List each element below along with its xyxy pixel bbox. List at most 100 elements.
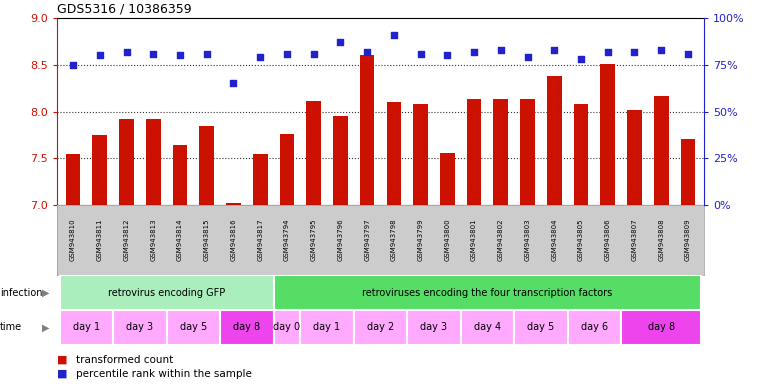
Bar (680, 139, 696, 205)
Text: ▶: ▶ (42, 288, 49, 298)
Bar (226, 203, 240, 205)
Text: GSM943814: GSM943814 (177, 219, 183, 261)
Bar (93, 135, 107, 205)
Point (441, 52, 454, 58)
Bar (119, 119, 134, 205)
Text: GSM943805: GSM943805 (578, 219, 584, 261)
Text: percentile rank within the sample: percentile rank within the sample (76, 369, 252, 379)
Text: day 8: day 8 (648, 323, 675, 333)
Point (655, 47, 667, 53)
Text: retroviruses encoding the four transcription factors: retroviruses encoding the four transcrip… (362, 288, 613, 298)
Bar (60, 310, 113, 345)
Bar (60, 275, 274, 310)
Point (281, 50, 293, 56)
Bar (413, 104, 428, 205)
Text: GDS5316 / 10386359: GDS5316 / 10386359 (57, 2, 192, 15)
Text: time: time (0, 323, 22, 333)
Text: GSM943795: GSM943795 (310, 219, 317, 261)
Bar (220, 310, 274, 345)
Text: day 1: day 1 (73, 323, 100, 333)
Point (120, 49, 132, 55)
Point (521, 54, 533, 60)
Text: day 2: day 2 (367, 323, 394, 333)
Bar (307, 101, 321, 205)
Text: GSM943808: GSM943808 (658, 218, 664, 262)
Text: day 0: day 0 (273, 323, 301, 333)
Text: GSM943807: GSM943807 (632, 218, 638, 262)
Point (388, 32, 400, 38)
Point (94, 52, 106, 58)
Bar (274, 310, 301, 345)
Bar (279, 134, 295, 205)
Text: GSM943802: GSM943802 (498, 219, 504, 261)
Bar (113, 310, 167, 345)
Bar (460, 310, 514, 345)
Text: day 5: day 5 (527, 323, 555, 333)
Text: ■: ■ (57, 355, 68, 365)
Text: day 3: day 3 (126, 323, 154, 333)
Bar (493, 99, 508, 205)
Bar (146, 119, 161, 205)
Bar (514, 310, 568, 345)
Text: GSM943803: GSM943803 (524, 218, 530, 262)
Bar (654, 96, 668, 205)
Point (67, 62, 79, 68)
Bar (301, 310, 354, 345)
Bar (574, 104, 588, 205)
Text: GSM943809: GSM943809 (685, 218, 691, 262)
Text: day 8: day 8 (234, 323, 260, 333)
Point (228, 80, 240, 86)
Bar (521, 99, 535, 205)
Bar (253, 154, 268, 205)
Point (468, 49, 480, 55)
Text: GSM943810: GSM943810 (70, 218, 76, 262)
Point (361, 49, 373, 55)
Bar (600, 64, 615, 205)
Bar (627, 109, 642, 205)
Point (334, 39, 346, 45)
Text: infection: infection (0, 288, 43, 298)
Point (575, 56, 587, 62)
Bar (387, 102, 401, 205)
Text: GSM943817: GSM943817 (257, 218, 263, 262)
Bar (167, 310, 220, 345)
Point (254, 54, 266, 60)
Bar (199, 126, 214, 205)
Text: GSM943816: GSM943816 (231, 218, 237, 262)
Bar (621, 310, 701, 345)
Text: day 5: day 5 (180, 323, 207, 333)
Bar (568, 310, 621, 345)
Bar (173, 145, 187, 205)
Text: GSM943794: GSM943794 (284, 219, 290, 261)
Text: day 3: day 3 (420, 323, 447, 333)
Text: GSM943798: GSM943798 (391, 218, 397, 262)
Text: GSM943813: GSM943813 (151, 218, 156, 262)
Text: retrovirus encoding GFP: retrovirus encoding GFP (108, 288, 225, 298)
Bar (466, 99, 482, 205)
Point (495, 47, 507, 53)
Text: GSM943801: GSM943801 (471, 218, 477, 262)
Point (629, 49, 641, 55)
Bar (440, 153, 454, 205)
Text: GSM943812: GSM943812 (123, 219, 129, 261)
Text: ■: ■ (57, 369, 68, 379)
Text: GSM943797: GSM943797 (364, 218, 370, 262)
Point (682, 50, 694, 56)
Point (307, 50, 320, 56)
Point (415, 50, 427, 56)
Text: GSM943815: GSM943815 (204, 219, 210, 261)
Point (602, 49, 614, 55)
Bar (333, 116, 348, 205)
Text: GSM943800: GSM943800 (444, 218, 451, 262)
Text: GSM943799: GSM943799 (418, 218, 424, 262)
Point (174, 52, 186, 58)
Bar (407, 310, 460, 345)
Bar (360, 55, 374, 205)
Text: day 6: day 6 (581, 323, 608, 333)
Text: GSM943796: GSM943796 (337, 218, 343, 262)
Bar (547, 76, 562, 205)
Text: ▶: ▶ (42, 323, 49, 333)
Text: transformed count: transformed count (76, 355, 174, 365)
Bar (274, 275, 701, 310)
Bar (65, 154, 81, 205)
